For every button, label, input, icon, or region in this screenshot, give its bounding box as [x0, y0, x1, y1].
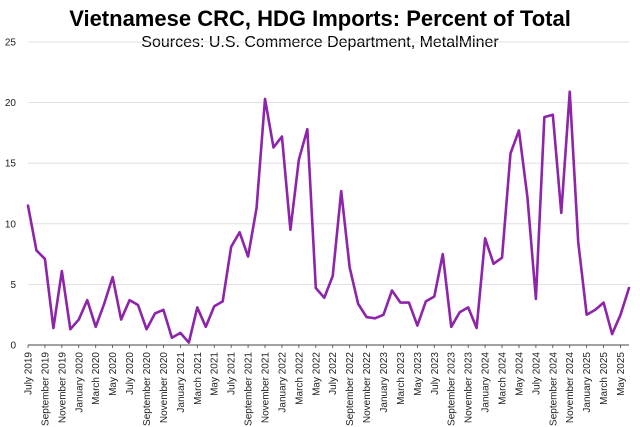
x-tick-label: November 2023 — [464, 352, 475, 424]
x-tick-label: May 2021 — [210, 352, 221, 396]
y-tick-label: 5 — [10, 280, 16, 291]
x-tick-label: November 2019 — [57, 352, 68, 424]
series-line — [26, 90, 631, 344]
chart-title: Vietnamese CRC, HDG Imports: Percent of … — [69, 6, 571, 31]
chart-subtitle: Sources: U.S. Commerce Department, Metal… — [141, 34, 499, 51]
x-tick-label: March 2021 — [193, 352, 204, 405]
x-tick-label: November 2020 — [159, 352, 170, 424]
x-tick-label: July 2020 — [125, 352, 136, 395]
x-tick-label: May 2020 — [108, 352, 119, 396]
x-tick-label: January 2024 — [481, 352, 492, 413]
y-axis-ticks: 0 5 10 15 20 25 — [5, 38, 17, 352]
x-axis-ticks: July 2019 September 2019 November 2019 Janu… — [24, 345, 627, 426]
x-tick-label: July 2021 — [227, 352, 238, 395]
x-tick-label: January 2023 — [379, 352, 390, 413]
x-tick-label: January 2020 — [74, 352, 85, 413]
y-tick-label: 15 — [5, 159, 17, 170]
series-group — [26, 90, 631, 344]
x-tick-label: January 2021 — [176, 352, 187, 413]
x-tick-label: July 2019 — [24, 352, 35, 395]
x-tick-label: September 2022 — [345, 352, 356, 426]
x-tick-label: November 2022 — [362, 352, 373, 424]
x-tick-label: July 2024 — [531, 352, 542, 395]
x-tick-label: November 2021 — [261, 352, 272, 424]
x-tick-label: July 2023 — [430, 352, 441, 395]
x-tick-label: September 2019 — [40, 352, 51, 426]
x-tick-label: March 2020 — [91, 352, 102, 405]
x-tick-label: September 2020 — [142, 352, 153, 426]
y-tick-label: 20 — [5, 98, 17, 109]
x-tick-label: May 2023 — [413, 352, 424, 396]
y-tick-label: 10 — [5, 219, 17, 230]
x-tick-label: September 2024 — [548, 352, 559, 426]
x-tick-label: September 2021 — [244, 352, 255, 426]
y-tick-label: 25 — [5, 38, 17, 49]
y-tick-label: 0 — [10, 341, 16, 352]
x-tick-label: May 2024 — [514, 352, 525, 396]
x-tick-label: March 2023 — [396, 352, 407, 405]
x-tick-label: March 2024 — [498, 352, 509, 405]
x-tick-label: September 2023 — [447, 352, 458, 426]
x-tick-label: November 2024 — [565, 352, 576, 424]
x-tick-label: May 2022 — [311, 352, 322, 396]
x-tick-label: March 2022 — [294, 352, 305, 405]
x-tick-label: January 2025 — [582, 352, 593, 413]
x-tick-label: January 2022 — [277, 352, 288, 413]
x-tick-label: May 2025 — [616, 352, 627, 396]
x-tick-label: July 2022 — [328, 352, 339, 395]
x-tick-label: March 2025 — [599, 352, 610, 405]
